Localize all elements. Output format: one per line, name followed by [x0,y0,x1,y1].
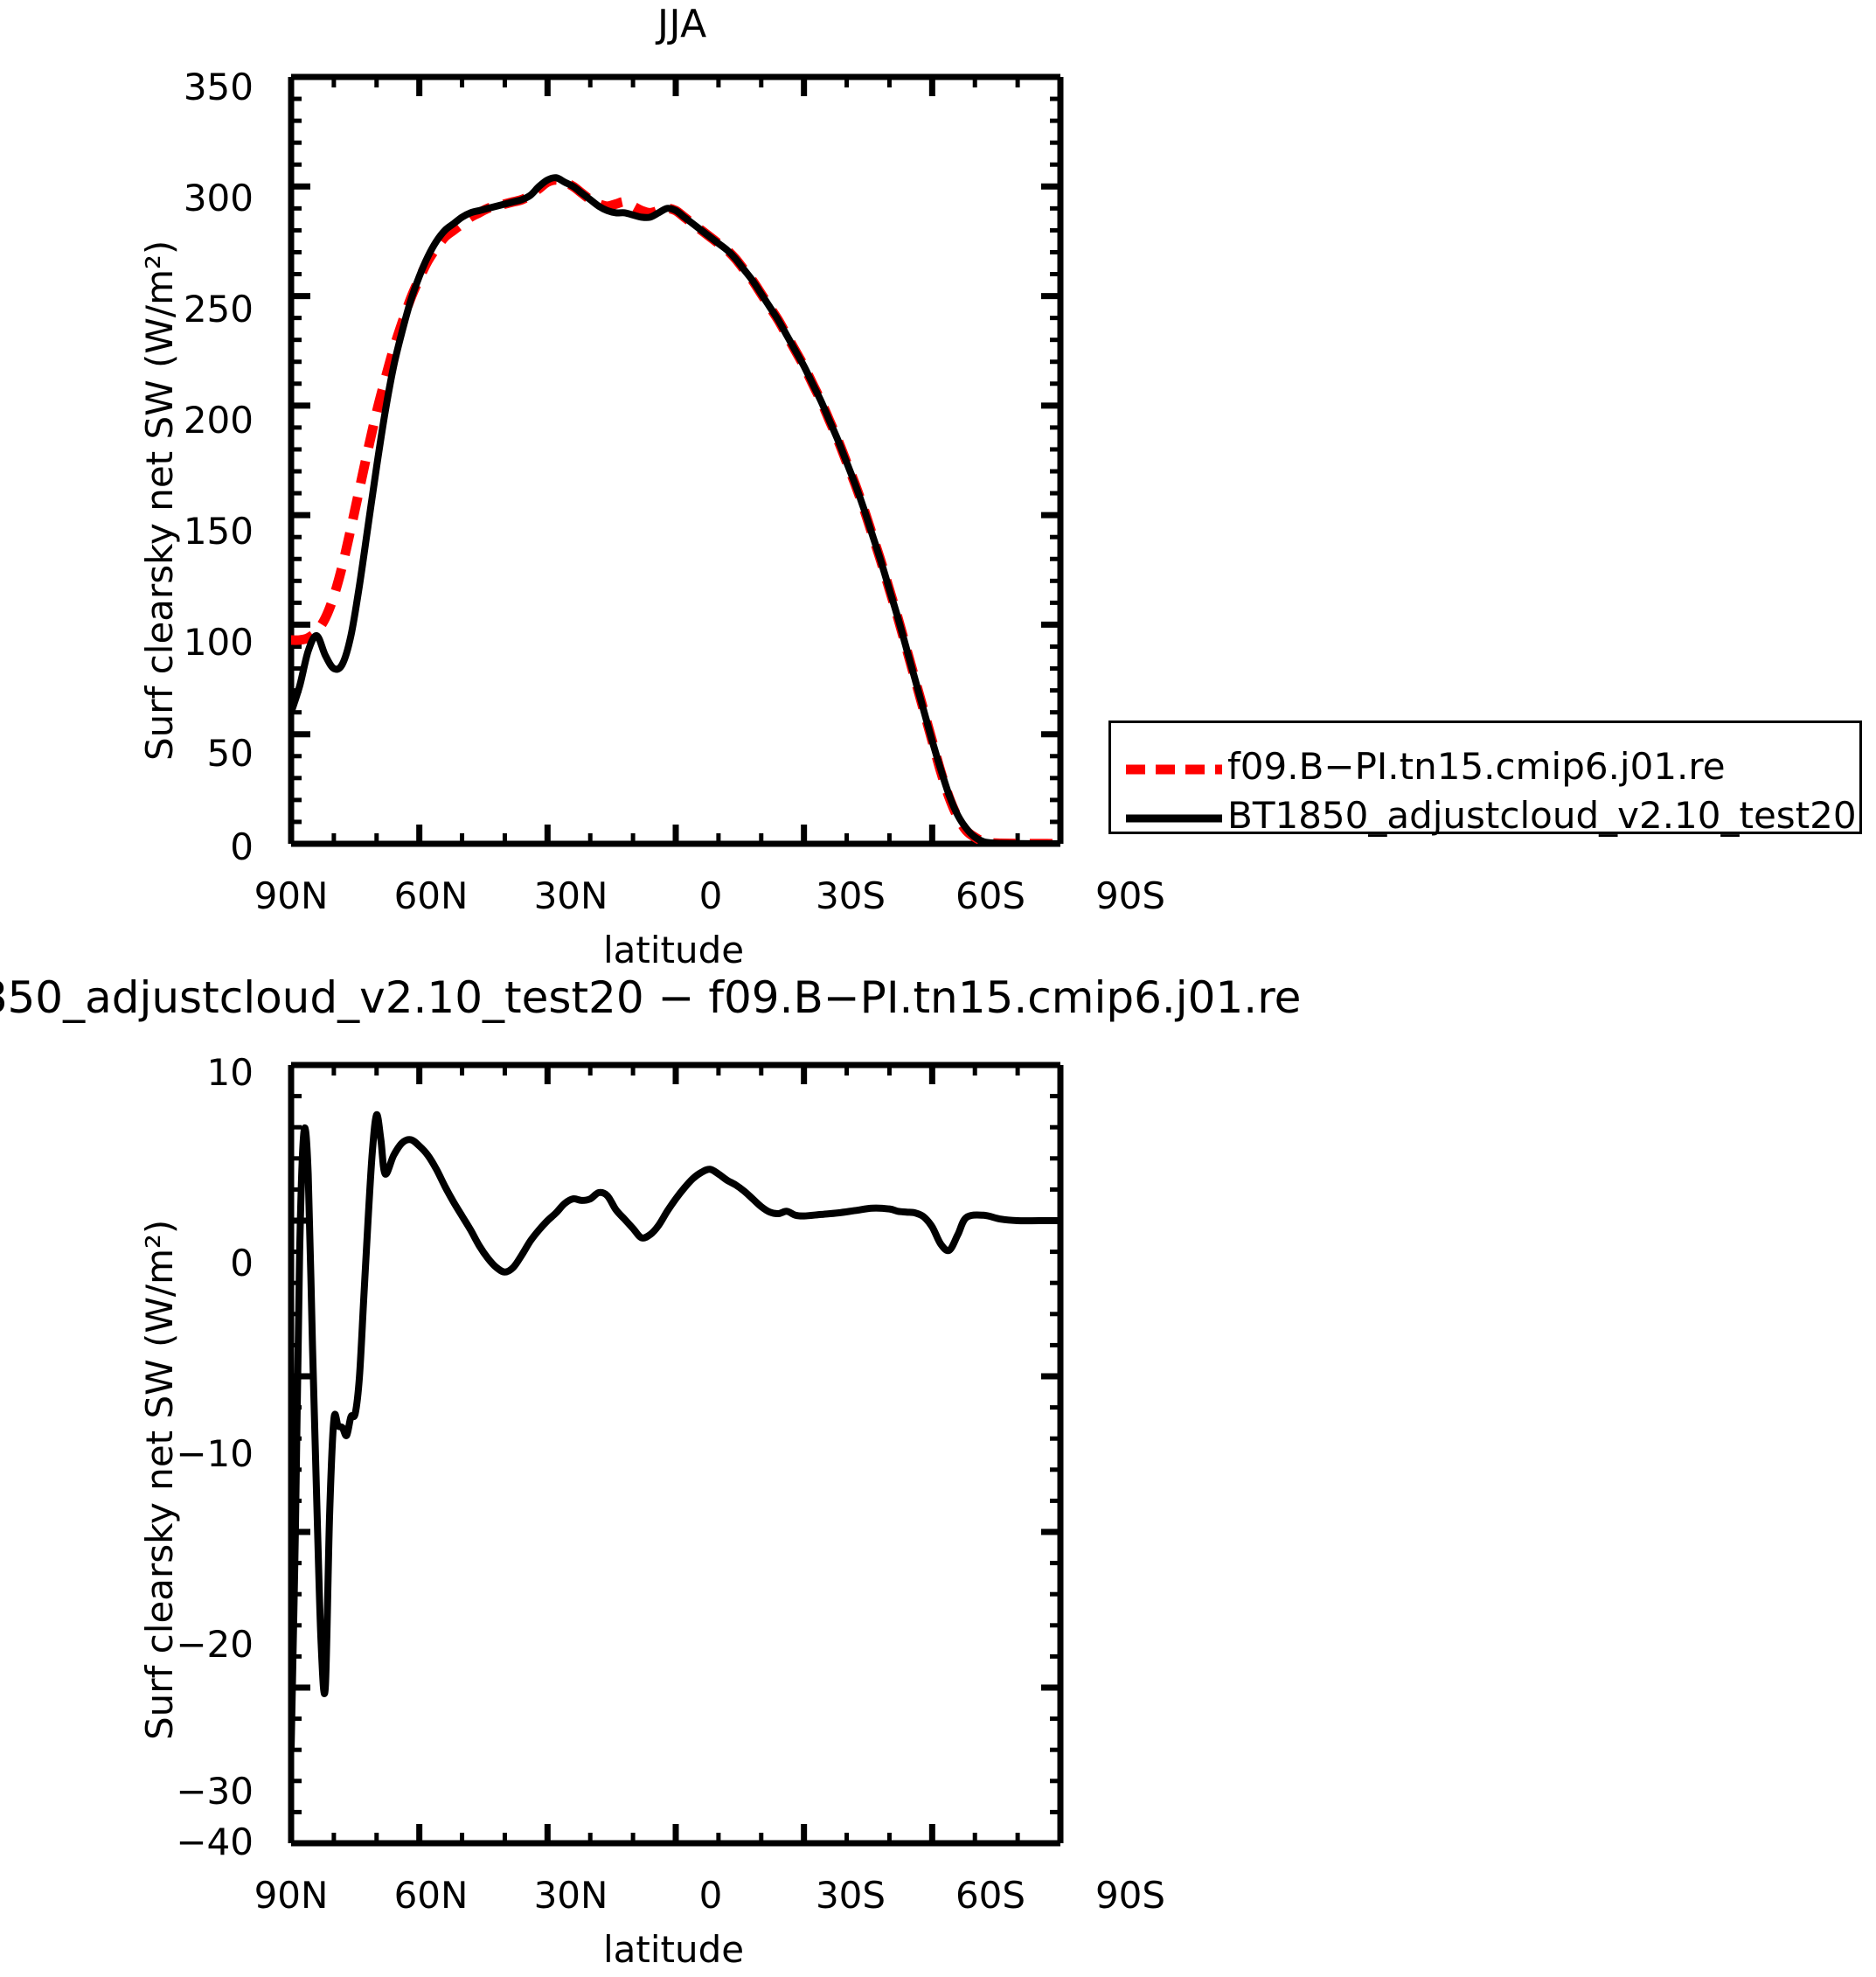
top-xtick-90S: 90S [1094,874,1166,917]
legend-entry-0[interactable]: f09.B−PI.tn15.cmip6.j01.re [1126,748,1726,785]
series-0 [291,175,1060,844]
top-ytick-150: 150 [183,510,254,553]
top-ytick-200: 200 [183,399,254,442]
bottom-xtick-30S: 30S [815,1874,886,1917]
top-xtick-60N: 60N [393,874,469,917]
bottom-axis-ticks [288,1062,1064,1847]
bottom-xtick-90S: 90S [1094,1874,1166,1917]
top-panel-title: JJA [657,2,707,46]
bottom-ytick-neg10: −10 [176,1432,254,1475]
top-ytick-300: 300 [183,177,254,219]
top-axis-frame [288,73,1064,847]
top-axis-ticks [288,73,1064,847]
bottom-ytick-neg20: −20 [176,1623,254,1666]
bottom-xtick-30N: 30N [533,1874,608,1917]
bottom-panel-title: BT1850_adjustcloud_v2.10_test20 − f09.B−… [0,972,1302,1023]
top-ytick-0: 0 [230,825,254,868]
top-ytick-350: 350 [183,66,254,108]
legend-label-0: f09.B−PI.tn15.cmip6.j01.re [1227,745,1726,788]
bottom-xtick-0: 0 [698,1874,723,1917]
top-ytick-100: 100 [183,621,254,664]
top-xtick-60S: 60S [955,874,1026,917]
bottom-plot-area [288,1062,1064,1847]
series-0 [291,1110,1060,1751]
legend [1108,720,1862,834]
bottom-ytick-neg40: −40 [176,1820,254,1863]
top-xtick-30S: 30S [815,874,886,917]
bottom-axis-frame [288,1062,1064,1847]
bottom-xtick-60S: 60S [955,1874,1026,1917]
top-data-curves [291,174,1060,844]
top-ytick-50: 50 [206,732,254,775]
legend-swatch-red-dashed [1126,763,1222,775]
legend-label-1: BT1850_adjustcloud_v2.10_test20 [1227,794,1857,837]
bottom-ytick-0: 0 [230,1242,254,1284]
bottom-data-curves [291,1110,1060,1751]
top-panel-xlabel: latitude [603,929,745,971]
legend-swatch-black-solid [1126,812,1222,823]
top-xtick-0: 0 [698,874,723,917]
top-xtick-90N: 90N [254,874,329,917]
bottom-panel-xlabel: latitude [603,1928,745,1971]
bottom-ytick-neg30: −30 [176,1770,254,1813]
top-xtick-30N: 30N [533,874,608,917]
bottom-xtick-60N: 60N [393,1874,469,1917]
bottom-ytick-10: 10 [206,1051,254,1094]
legend-entry-1[interactable]: BT1850_adjustcloud_v2.10_test20 [1126,797,1857,834]
top-ytick-250: 250 [183,288,254,331]
bottom-xtick-90N: 90N [254,1874,329,1917]
series-1 [291,174,1060,844]
